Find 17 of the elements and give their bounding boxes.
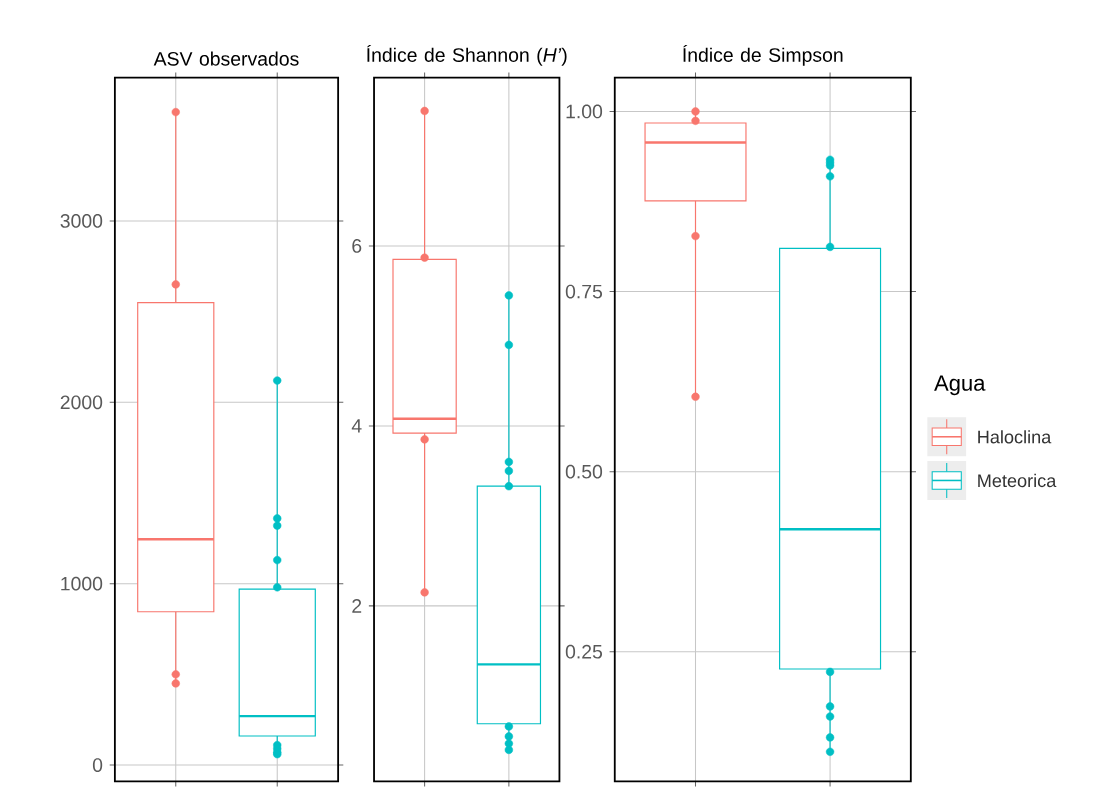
chart-title: Índice de Simpson xyxy=(683,45,843,66)
y-tick-label: 0.75 xyxy=(565,284,603,299)
y-tick-label: 2 xyxy=(352,599,362,613)
y-tick-label: 2000 xyxy=(60,395,103,410)
chart-title: Índice de Shannon (H’) xyxy=(367,45,567,66)
legend-label: Meteorica xyxy=(978,473,1057,488)
y-tick-label: 0.50 xyxy=(565,464,603,479)
y-tick-label: 0 xyxy=(92,758,103,773)
y-tick-label: 1000 xyxy=(61,576,103,591)
legend-title: Agua xyxy=(934,375,986,396)
chart-title: ASV observados xyxy=(153,51,299,66)
legend-label: Haloclina xyxy=(978,430,1052,444)
y-tick-label: 0.25 xyxy=(565,644,603,659)
y-tick-label: 1.00 xyxy=(566,104,603,119)
y-tick-label: 3000 xyxy=(60,214,103,228)
y-tick-label: 4 xyxy=(351,419,362,433)
y-tick-label: 6 xyxy=(352,239,362,253)
